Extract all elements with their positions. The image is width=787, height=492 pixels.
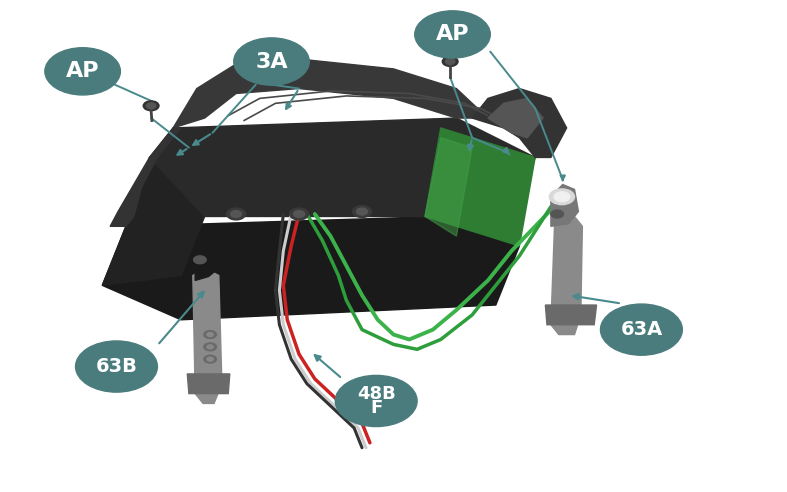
Circle shape <box>207 333 213 337</box>
Polygon shape <box>173 59 488 128</box>
Polygon shape <box>551 212 582 335</box>
Polygon shape <box>193 268 222 403</box>
Circle shape <box>207 345 213 349</box>
Circle shape <box>76 341 157 392</box>
Circle shape <box>335 375 417 427</box>
Text: 48B: 48B <box>357 385 396 403</box>
Circle shape <box>204 343 216 351</box>
Circle shape <box>290 208 309 220</box>
Circle shape <box>143 101 159 111</box>
Polygon shape <box>425 138 472 236</box>
Text: 3A: 3A <box>255 52 288 71</box>
Circle shape <box>551 210 563 218</box>
Polygon shape <box>150 118 535 216</box>
Polygon shape <box>488 98 543 138</box>
Circle shape <box>194 256 206 264</box>
Polygon shape <box>425 128 535 246</box>
Circle shape <box>146 103 156 109</box>
Text: AP: AP <box>436 25 469 44</box>
Circle shape <box>204 355 216 363</box>
Polygon shape <box>472 89 567 157</box>
Circle shape <box>554 192 570 202</box>
Text: AP: AP <box>66 62 99 81</box>
Polygon shape <box>195 250 219 280</box>
Polygon shape <box>102 216 519 320</box>
Circle shape <box>415 11 490 58</box>
Circle shape <box>234 38 309 85</box>
Circle shape <box>231 211 242 217</box>
Polygon shape <box>102 148 205 285</box>
Text: F: F <box>370 399 382 417</box>
Text: 63B: 63B <box>95 357 138 376</box>
Circle shape <box>445 59 455 64</box>
Circle shape <box>207 357 213 361</box>
Polygon shape <box>551 184 578 226</box>
Circle shape <box>45 48 120 95</box>
Circle shape <box>549 189 575 205</box>
Circle shape <box>204 331 216 338</box>
Polygon shape <box>545 305 597 325</box>
Circle shape <box>294 211 305 217</box>
Circle shape <box>600 304 682 355</box>
Circle shape <box>442 57 458 66</box>
Circle shape <box>227 208 246 220</box>
Circle shape <box>353 206 371 217</box>
Circle shape <box>357 208 368 215</box>
Polygon shape <box>110 128 181 226</box>
Text: 63A: 63A <box>620 320 663 339</box>
Polygon shape <box>187 374 230 394</box>
